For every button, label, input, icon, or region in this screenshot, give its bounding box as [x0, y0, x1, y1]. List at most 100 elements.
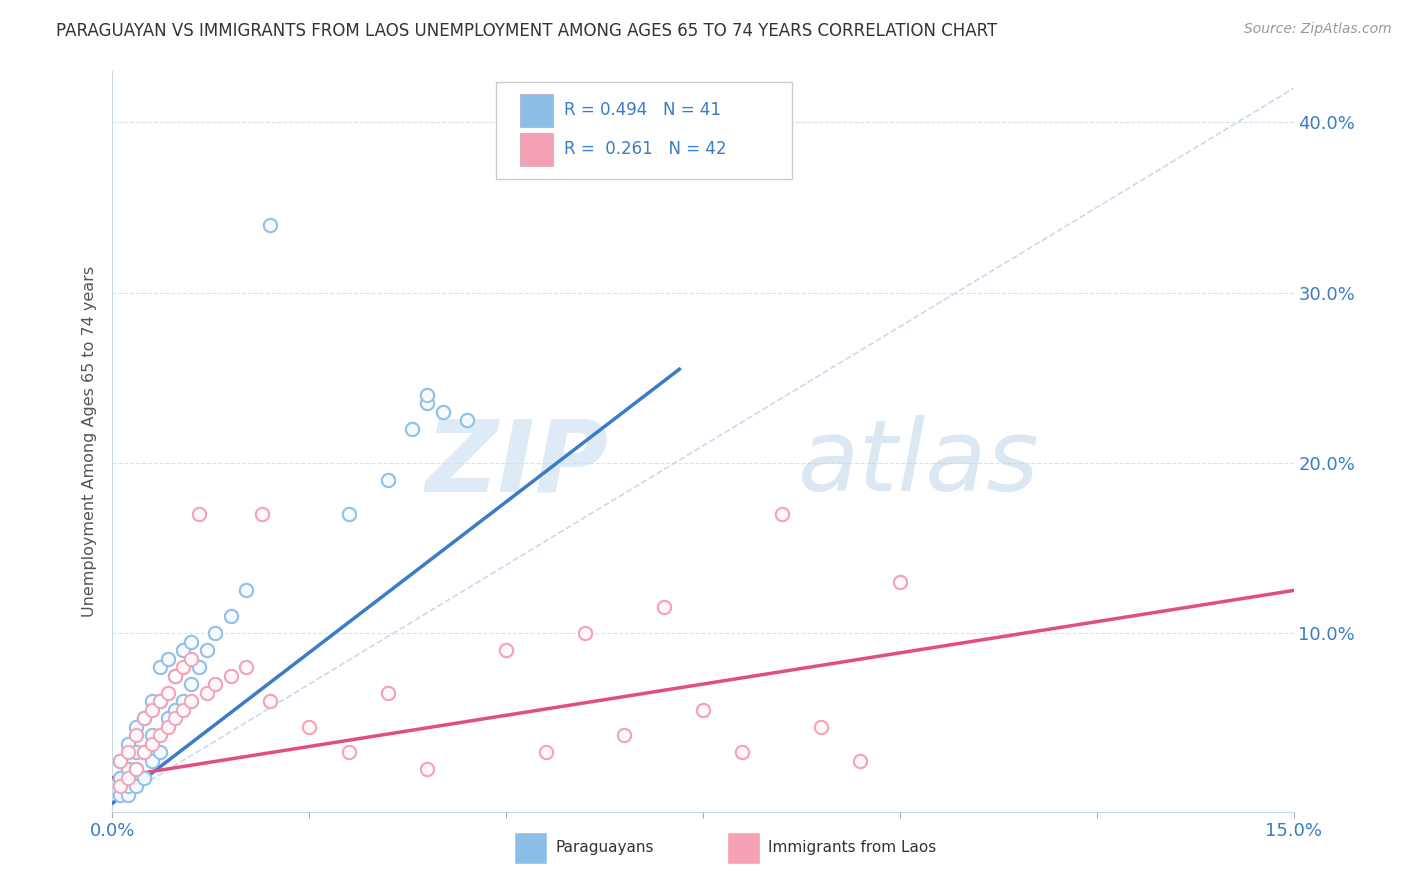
Point: [110, 779, 132, 793]
Point: [156, 711, 179, 725]
Point: [195, 643, 218, 657]
Point: [125, 720, 148, 734]
Point: [337, 745, 360, 759]
Point: [156, 685, 179, 699]
Point: [156, 720, 179, 734]
Point: [117, 737, 139, 751]
Point: [132, 745, 155, 759]
Point: [889, 574, 911, 589]
Point: [141, 694, 163, 708]
Point: [149, 660, 172, 674]
Point: [149, 660, 172, 674]
Point: [149, 745, 172, 759]
Point: [156, 651, 179, 665]
Point: [810, 720, 832, 734]
Point: [117, 745, 139, 759]
Point: [188, 507, 211, 521]
Point: [110, 754, 132, 768]
Point: [401, 422, 423, 436]
Point: [117, 745, 139, 759]
Point: [141, 728, 163, 742]
Point: [180, 677, 202, 691]
Point: [770, 507, 793, 521]
Point: [416, 762, 439, 776]
Point: [204, 626, 226, 640]
Point: [337, 507, 360, 521]
Point: [849, 754, 872, 768]
Point: [219, 668, 242, 682]
Point: [141, 694, 163, 708]
Point: [141, 754, 163, 768]
Point: [235, 583, 257, 598]
Point: [149, 694, 172, 708]
Point: [401, 422, 423, 436]
Point: [250, 507, 273, 521]
Text: ZIP: ZIP: [426, 416, 609, 512]
Point: [125, 762, 148, 776]
Point: [165, 668, 187, 682]
Point: [204, 677, 226, 691]
Point: [141, 737, 163, 751]
Point: [110, 788, 132, 802]
Point: [125, 779, 148, 793]
Point: [204, 626, 226, 640]
Point: [377, 685, 399, 699]
Point: [110, 771, 132, 785]
Text: Immigrants from Laos: Immigrants from Laos: [768, 840, 936, 855]
Point: [117, 762, 139, 776]
Point: [259, 218, 281, 232]
Point: [149, 694, 172, 708]
Point: [117, 788, 139, 802]
Point: [172, 643, 194, 657]
Point: [149, 745, 172, 759]
Point: [125, 745, 148, 759]
Point: [692, 703, 714, 717]
Point: [172, 660, 194, 674]
Point: [172, 694, 194, 708]
Point: [132, 711, 155, 725]
Point: [132, 745, 155, 759]
Point: [219, 609, 242, 624]
Point: [250, 507, 273, 521]
FancyBboxPatch shape: [520, 94, 553, 127]
Point: [731, 745, 754, 759]
Point: [117, 762, 139, 776]
Point: [188, 660, 211, 674]
Point: [456, 413, 478, 427]
Point: [125, 720, 148, 734]
Point: [132, 745, 155, 759]
Point: [132, 771, 155, 785]
FancyBboxPatch shape: [496, 82, 792, 178]
Point: [731, 745, 754, 759]
Point: [141, 737, 163, 751]
Point: [132, 711, 155, 725]
Point: [574, 626, 596, 640]
Point: [165, 703, 187, 717]
FancyBboxPatch shape: [515, 832, 547, 863]
Point: [219, 609, 242, 624]
Point: [110, 754, 132, 768]
Point: [432, 405, 454, 419]
Point: [125, 762, 148, 776]
Point: [180, 634, 202, 648]
Point: [110, 779, 132, 793]
Text: Source: ZipAtlas.com: Source: ZipAtlas.com: [1244, 22, 1392, 37]
Point: [298, 720, 321, 734]
Point: [156, 711, 179, 725]
Point: [149, 694, 172, 708]
Point: [172, 660, 194, 674]
Point: [195, 685, 218, 699]
Point: [180, 694, 202, 708]
Point: [195, 643, 218, 657]
Point: [165, 703, 187, 717]
Point: [125, 762, 148, 776]
Point: [141, 703, 163, 717]
Point: [416, 388, 439, 402]
Point: [172, 703, 194, 717]
Text: R =  0.261   N = 42: R = 0.261 N = 42: [564, 140, 725, 158]
Y-axis label: Unemployment Among Ages 65 to 74 years: Unemployment Among Ages 65 to 74 years: [82, 266, 97, 617]
Point: [889, 574, 911, 589]
Point: [692, 703, 714, 717]
Point: [156, 720, 179, 734]
Point: [337, 745, 360, 759]
